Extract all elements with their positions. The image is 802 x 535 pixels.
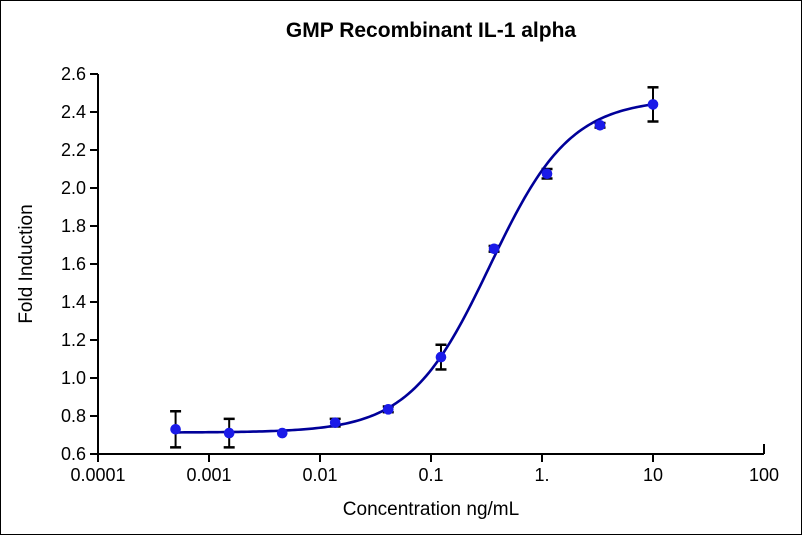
data-point xyxy=(382,404,394,415)
y-tick-label: 0.8 xyxy=(61,406,86,426)
x-tick-label: 0.01 xyxy=(302,465,337,485)
fit-curve xyxy=(174,103,655,434)
y-tick-label: 2.6 xyxy=(61,64,86,84)
x-tick-label: 0.0001 xyxy=(70,465,125,485)
data-point xyxy=(276,427,288,439)
data-point xyxy=(170,424,181,435)
x-tick-label: 1. xyxy=(534,465,549,485)
x-axis-label: Concentration ng/mL xyxy=(342,499,520,520)
data-point xyxy=(435,351,447,363)
y-tick-label: 2.2 xyxy=(61,140,86,160)
data-point xyxy=(488,243,500,255)
y-tick-label: 1.2 xyxy=(61,330,86,350)
data-point xyxy=(594,120,606,131)
y-tick-label: 1.8 xyxy=(61,216,86,236)
chart-title: GMP Recombinant IL-1 alpha xyxy=(285,19,577,42)
y-tick-label: 2.0 xyxy=(61,178,86,198)
data-point xyxy=(329,417,341,428)
y-tick-label: 0.6 xyxy=(61,444,86,464)
data-point xyxy=(541,168,553,180)
y-tick-label: 2.4 xyxy=(61,102,86,122)
x-tick-label: 10 xyxy=(643,465,663,485)
x-tick-label: 100 xyxy=(749,465,779,485)
data-point xyxy=(223,427,235,439)
x-tick-label: 0.1 xyxy=(418,465,443,485)
x-tick-label: 0.001 xyxy=(186,465,231,485)
data-point xyxy=(647,99,659,110)
y-tick-label: 1.6 xyxy=(61,254,86,274)
y-tick-label: 1.0 xyxy=(61,368,86,388)
y-tick-label: 1.4 xyxy=(61,292,86,312)
